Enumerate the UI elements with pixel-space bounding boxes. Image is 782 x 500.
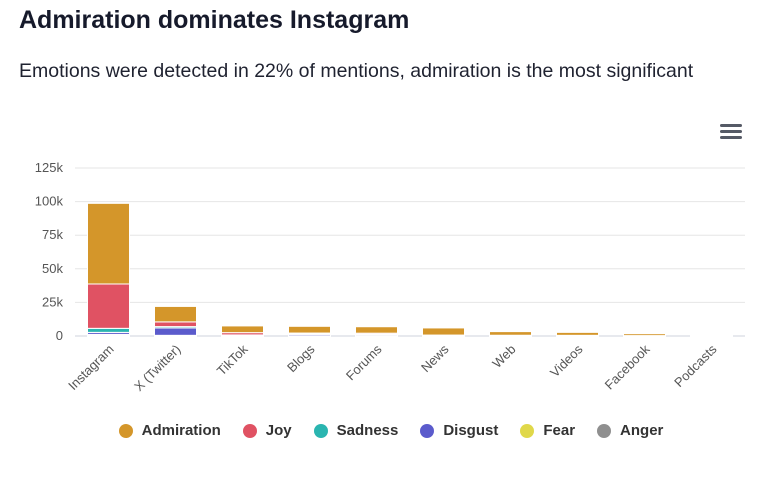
x-tick-label: X (Twitter) xyxy=(131,342,183,394)
bar-segment-admiration[interactable] xyxy=(489,331,532,336)
legend: Admiration Joy Sadness Disgust Fear Anger xyxy=(0,422,782,439)
menu-line xyxy=(720,136,742,139)
legend-item-disgust[interactable]: Disgust xyxy=(420,422,498,439)
x-tick-label: Videos xyxy=(547,341,586,380)
bar-segment-admiration[interactable] xyxy=(422,327,465,336)
x-tick-label: Blogs xyxy=(284,341,318,375)
bar-segment-admiration[interactable] xyxy=(623,333,666,337)
bar-segment-admiration[interactable] xyxy=(221,325,264,334)
hamburger-menu-icon[interactable] xyxy=(720,124,742,142)
legend-dot xyxy=(420,423,435,438)
bar-segment-admiration[interactable] xyxy=(87,202,130,285)
stacked-bar-chart: 0 25k 50k 75k 100k 125k Instagram X (Twitter) T… xyxy=(35,160,745,394)
legend-dot xyxy=(118,423,133,438)
legend-item-anger[interactable]: Anger xyxy=(597,422,663,439)
legend-label: Sadness xyxy=(336,422,399,439)
bar-segment-sadness[interactable] xyxy=(87,327,130,333)
legend-label: Anger xyxy=(620,422,664,439)
menu-line xyxy=(720,130,742,133)
y-axis: 0 25k 50k 75k 100k 125k xyxy=(35,160,64,343)
x-axis: Instagram X (Twitter) TikTok Blogs Forums New… xyxy=(65,341,720,394)
bar-segment-joy[interactable] xyxy=(154,321,197,328)
x-tick-label: Podcasts xyxy=(671,341,720,390)
chart-subtitle: Emotions were detected in 22% of mention… xyxy=(19,60,694,82)
x-tick-label: TikTok xyxy=(214,341,251,378)
bar-segment-joy[interactable] xyxy=(87,283,130,329)
chart-title: Admiration dominates Instagram xyxy=(19,6,410,34)
y-tick-label: 25k xyxy=(42,294,63,309)
x-tick-label: Facebook xyxy=(602,341,653,392)
bars xyxy=(87,202,733,337)
bar-segment-admiration[interactable] xyxy=(355,326,398,334)
legend-label: Fear xyxy=(543,422,576,439)
bar-segment-disgust[interactable] xyxy=(154,327,197,336)
x-tick-label: Web xyxy=(489,342,518,371)
legend-item-admiration[interactable]: Admiration xyxy=(118,422,221,439)
legend-label: Disgust xyxy=(443,422,499,439)
legend-dot xyxy=(313,423,328,438)
x-tick-label: News xyxy=(418,341,452,375)
legend-item-joy[interactable]: Joy xyxy=(242,422,292,439)
y-tick-label: 75k xyxy=(42,227,63,242)
menu-line xyxy=(720,124,742,127)
legend-label: Joy xyxy=(265,422,292,439)
legend-dot xyxy=(520,423,535,438)
bar-segment-admiration[interactable] xyxy=(154,305,197,323)
legend-label: Admiration xyxy=(141,422,221,439)
bar-segment-admiration[interactable] xyxy=(556,331,599,336)
y-tick-label: 0 xyxy=(56,328,63,343)
x-tick-label: Instagram xyxy=(65,342,116,393)
legend-dot xyxy=(242,423,257,438)
legend-item-sadness[interactable]: Sadness xyxy=(313,422,399,439)
bar-segment-admiration[interactable] xyxy=(288,325,331,334)
legend-item-fear[interactable]: Fear xyxy=(520,422,575,439)
y-tick-label: 125k xyxy=(35,160,64,175)
legend-dot xyxy=(597,423,612,438)
y-tick-label: 100k xyxy=(35,194,64,209)
y-tick-label: 50k xyxy=(42,261,63,276)
x-tick-label: Forums xyxy=(343,341,385,383)
